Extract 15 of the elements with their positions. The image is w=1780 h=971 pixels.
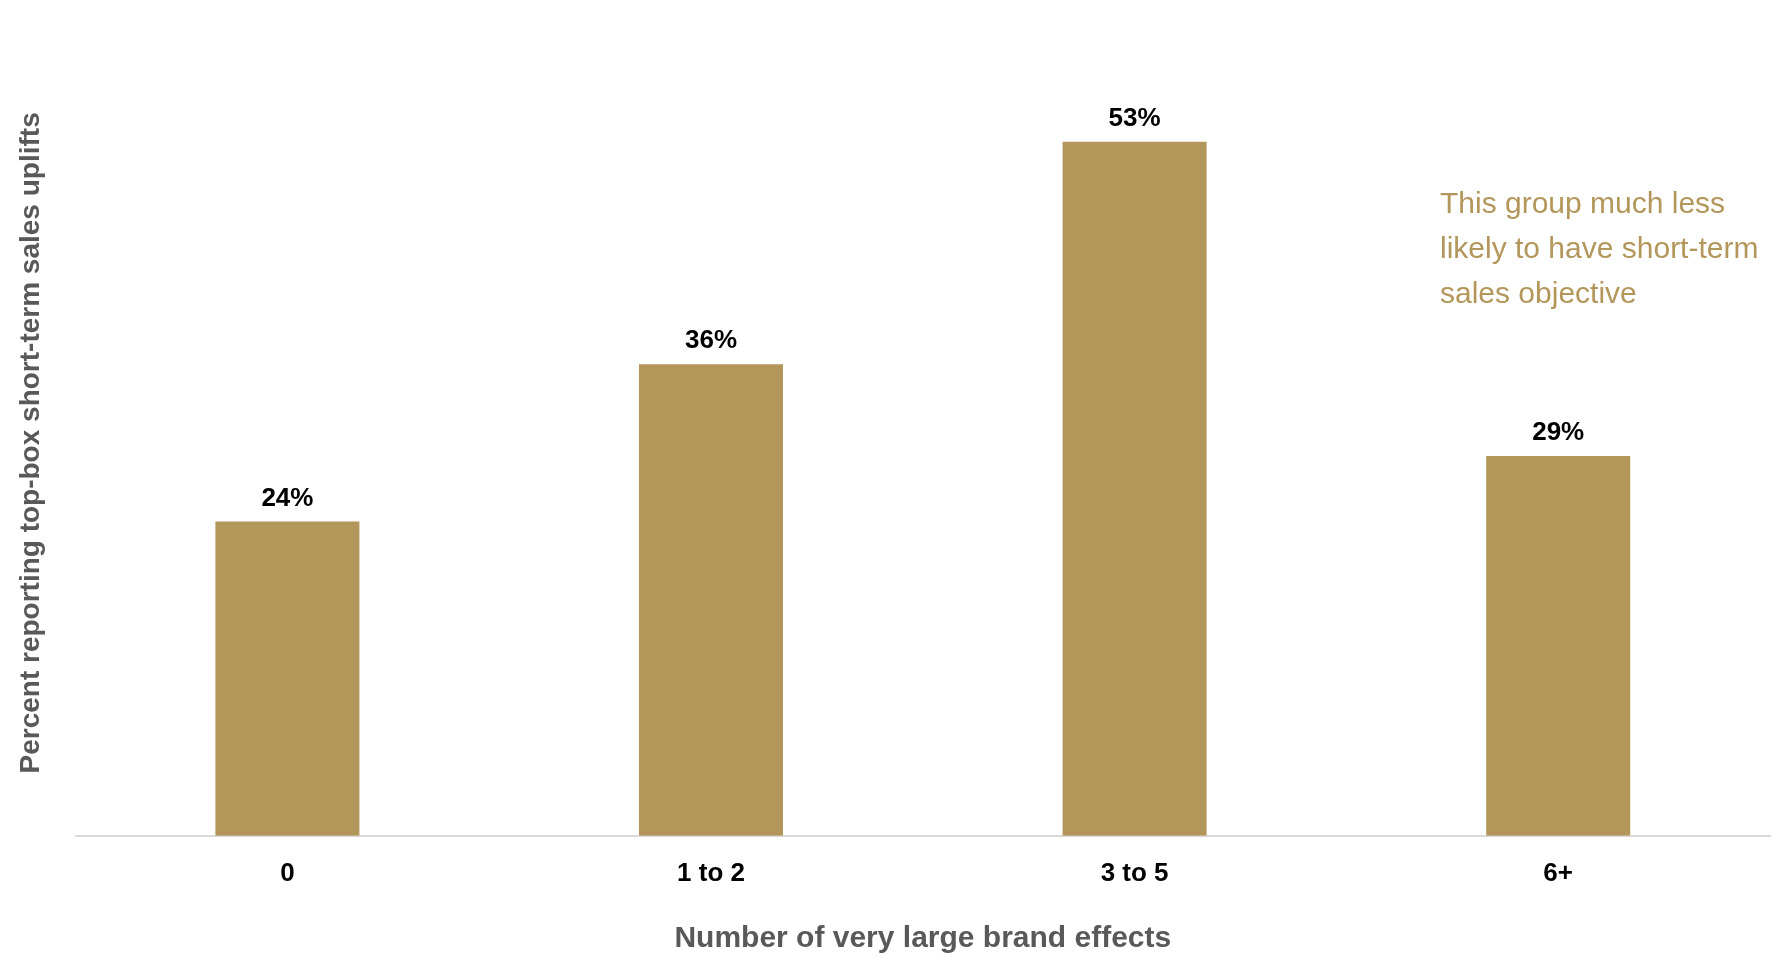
x-axis-title: Number of very large brand effects bbox=[674, 920, 1172, 954]
x-tick-label: 6+ bbox=[1543, 856, 1574, 887]
data-label: 24% bbox=[261, 481, 314, 512]
data-label: 36% bbox=[684, 324, 738, 355]
bar bbox=[1062, 141, 1207, 836]
y-axis-title: Percent reporting top-box short-term sales uplifts bbox=[13, 112, 45, 774]
bar bbox=[638, 364, 784, 836]
data-label: 29% bbox=[1532, 416, 1585, 447]
bar bbox=[215, 521, 360, 836]
bar bbox=[1486, 456, 1631, 836]
x-tick-label: 1 to 2 bbox=[677, 856, 745, 887]
x-tick-label: 0 bbox=[280, 856, 295, 887]
annotation: This group much less likely to have short-term sales objective bbox=[1440, 186, 1759, 310]
x-tick-label: 3 to 5 bbox=[1100, 856, 1169, 887]
data-label: 53% bbox=[1108, 101, 1161, 132]
